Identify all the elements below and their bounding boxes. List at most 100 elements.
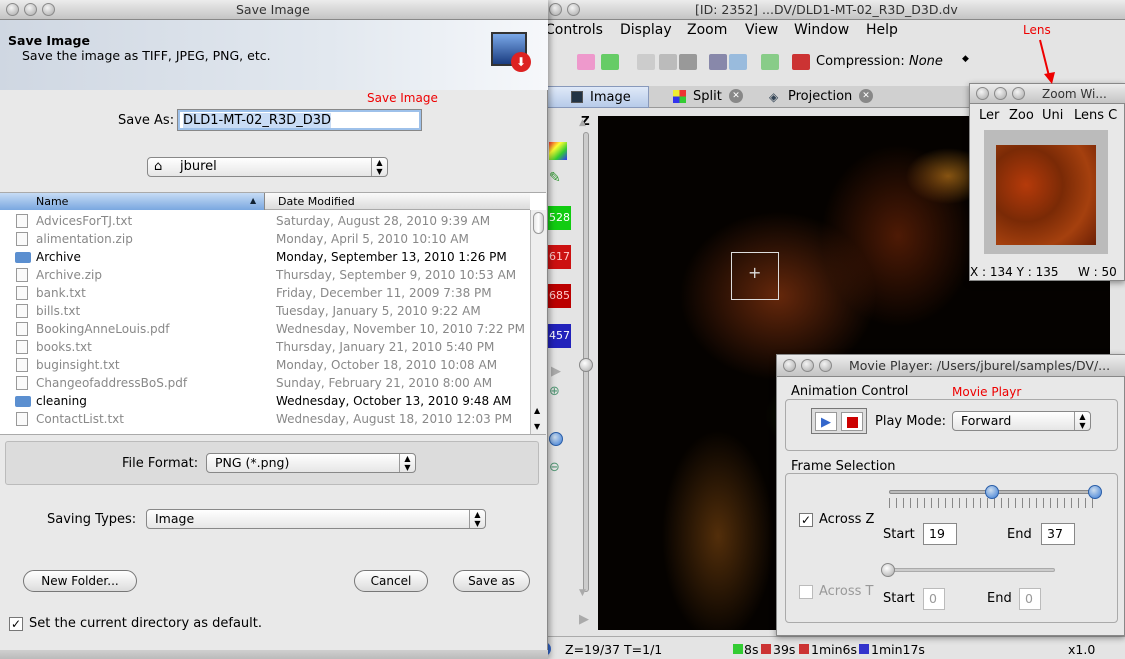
file-row[interactable]: ContactList.txt Wednesday, August 18, 201… [0,410,530,428]
z-end-field[interactable]: 37 [1041,523,1075,545]
zoom-in-icon[interactable]: ⊕ [549,384,560,399]
z-end-knob[interactable] [1088,485,1102,499]
save-button[interactable]: Save as [453,570,530,592]
menu-window[interactable]: Window [794,22,850,38]
zoom-button[interactable] [1012,87,1025,100]
file-date: Thursday, January 21, 2010 5:40 PM [276,340,495,354]
compression-value[interactable]: None [909,54,943,69]
save-dialog-window-title: Save Image [236,2,310,17]
file-format-select[interactable]: PNG (*.png) ▲ ▼ [206,453,416,473]
t-end-field[interactable]: 0 [1019,588,1041,610]
z-slider-knob[interactable] [579,358,593,372]
zoom-button[interactable] [42,3,55,16]
menu-zoom[interactable]: Zoom [687,22,728,38]
minimize-button[interactable] [24,3,37,16]
across-t-checkbox[interactable] [799,585,813,599]
minimize-button[interactable] [994,87,1007,100]
tab-lens-color[interactable]: Lens C [1074,108,1118,123]
t-start-field[interactable]: 0 [923,588,945,610]
file-list-scrollbar[interactable]: ▲ ▼ [530,210,546,434]
tab-split[interactable]: Split ✕ [653,86,743,108]
pipette-icon[interactable] [761,54,779,70]
file-row[interactable]: Archive Monday, September 13, 2010 1:26 P… [0,248,530,266]
saving-types-select[interactable]: Image ▲ ▼ [146,509,486,529]
close-button[interactable] [976,87,989,100]
lens-preview [984,130,1108,254]
file-row[interactable]: bank.txt Friday, December 11, 2009 7:38 P… [0,284,530,302]
close-tab-icon[interactable]: ✕ [729,89,743,103]
file-row[interactable]: buginsight.txt Monday, October 18, 2010 1… [0,356,530,374]
menu-display[interactable]: Display [620,22,672,38]
play-icon[interactable]: ▶ [551,364,561,379]
tab-lens[interactable]: Ler [979,108,1000,123]
main-window-title: [ID: 2352] ...DV/DLD1-MT-02_R3D_D3D.dv [695,2,958,17]
scroll-down-icon[interactable]: ▼ [534,422,541,431]
search-icon[interactable] [729,54,747,70]
channel-528-button[interactable]: 528 [545,206,571,230]
cancel-button[interactable]: Cancel [354,570,428,592]
file-row[interactable]: ChangeofaddressBoS.pdf Sunday, February 2… [0,374,530,392]
paste-icon[interactable] [659,54,677,70]
default-directory-checkbox[interactable]: ✓ [9,617,23,631]
file-row[interactable]: alimentation.zip Monday, April 5, 2010 10… [0,230,530,248]
tab-units[interactable]: Uni [1042,108,1064,123]
minimize-button[interactable] [801,359,814,372]
color-picker-icon[interactable] [549,142,567,160]
close-button[interactable] [783,359,796,372]
file-row[interactable]: books.txt Thursday, January 21, 2010 5:40… [0,338,530,356]
close-tab-icon[interactable]: ✕ [859,89,873,103]
play-button[interactable]: ▶ [815,412,837,431]
column-name[interactable]: Name ▲ [0,193,265,210]
save-as-input[interactable]: DLD1-MT-02_R3D_D3D [177,109,422,131]
scroll-up-icon[interactable]: ▲ [534,406,541,415]
channel-617-button[interactable]: 617 [545,245,571,269]
frame-selection-title: Frame Selection [791,459,896,474]
close-button[interactable] [6,3,19,16]
image-tab-icon [571,91,583,103]
file-date: Friday, December 11, 2009 7:38 PM [276,286,492,300]
copy-icon[interactable] [637,54,655,70]
new-folder-button[interactable]: New Folder... [23,570,137,592]
file-row[interactable]: Archive.zip Thursday, September 9, 2010 1… [0,266,530,284]
file-row[interactable]: BookingAnneLouis.pdf Wednesday, November … [0,320,530,338]
menu-controls[interactable]: Controls [545,22,603,38]
play-mode-select[interactable]: Forward ▲ ▼ [952,411,1091,431]
menu-help[interactable]: Help [866,22,898,38]
t-start-knob[interactable] [881,563,895,577]
tab-projection[interactable]: ◈ Projection ✕ [757,86,877,108]
zoom-button[interactable] [819,359,832,372]
column-date-label[interactable]: Date Modified [278,195,355,208]
movie-player-titlebar: Movie Player: /Users/jburel/samples/DV/.… [777,355,1125,377]
stop-button[interactable] [841,412,863,431]
scrollbar-thumb[interactable] [533,212,544,234]
z-start-knob[interactable] [985,485,999,499]
t-range-slider[interactable] [887,568,1055,572]
menu-view[interactable]: View [745,22,779,38]
refresh-icon[interactable] [601,54,619,70]
file-row[interactable]: AdvicesForTJ.txt Saturday, August 28, 201… [0,212,530,230]
edit-icon[interactable] [577,54,595,70]
minimize-button[interactable] [567,3,580,16]
zoom-out-icon[interactable]: ⊖ [549,460,560,475]
file-name: cleaning [36,394,87,408]
file-row[interactable]: bills.txt Tuesday, January 5, 2010 9:22 A… [0,302,530,320]
pipette-icon[interactable]: ✎ [549,170,561,186]
lens-box[interactable]: + [731,252,779,300]
file-name: BookingAnneLouis.pdf [36,322,170,336]
file-row[interactable]: cleaning Wednesday, October 13, 2010 9:48… [0,392,530,410]
tab-image[interactable]: Image [545,86,649,108]
z-start-field[interactable]: 19 [923,523,957,545]
close-button[interactable] [549,3,562,16]
zoom-slider-knob[interactable] [549,432,563,446]
z-slider-down-icon[interactable]: ▼ [579,588,586,598]
z-slider-up-icon[interactable]: ▲ [579,118,586,128]
channel-457-button[interactable]: 457 [545,324,571,348]
snapshot-icon[interactable] [709,54,727,70]
play-icon[interactable]: ▶ [579,612,589,627]
across-z-checkbox[interactable]: ✓ [799,513,813,527]
channel-685-button[interactable]: 685 [545,284,571,308]
save-icon[interactable] [679,54,697,70]
location-select[interactable]: ⌂ jburel ▲ ▼ [147,157,388,177]
tab-zoom[interactable]: Zoo [1009,108,1034,123]
chevron-updown-icon[interactable]: ◆ [962,54,969,64]
